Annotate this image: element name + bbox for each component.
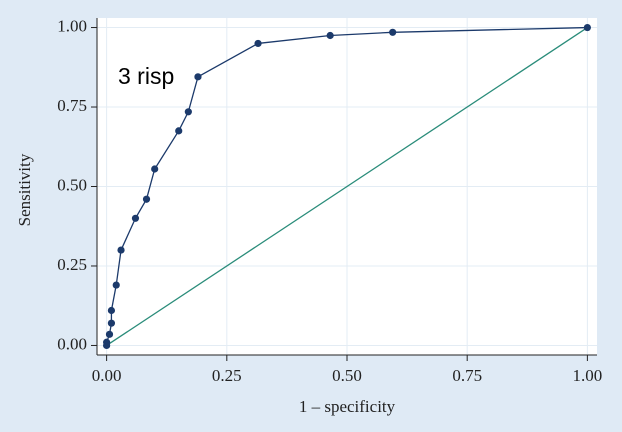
roc-point	[254, 39, 262, 48]
x-tick-label: 0.75	[452, 366, 482, 385]
roc-point	[194, 73, 202, 81]
x-tick-label: 0.25	[212, 366, 242, 385]
y-tick-label: 1.00	[57, 16, 87, 35]
annotation: 3 risp	[118, 63, 174, 89]
roc-point	[142, 195, 151, 203]
y-tick-label: 0.25	[57, 255, 87, 274]
roc-point	[103, 338, 111, 346]
roc-point	[326, 31, 334, 40]
roc-point	[117, 246, 125, 254]
roc-point	[131, 214, 140, 222]
x-tick-label: 0.50	[332, 366, 362, 385]
roc-point	[175, 127, 183, 135]
y-tick-label: 0.50	[57, 175, 87, 194]
roc-point	[107, 306, 116, 315]
reference-line	[106, 26, 588, 347]
roc-point	[151, 165, 159, 173]
roc-point	[184, 108, 192, 116]
roc-point	[107, 319, 116, 327]
roc-point	[105, 330, 114, 338]
x-tick-label: 0.00	[92, 366, 122, 385]
y-tick-label: 0.00	[57, 334, 87, 353]
y-axis-label: Sensitivity	[15, 153, 34, 226]
x-tick-label: 1.00	[573, 366, 603, 385]
x-axis-label: 1 – specificity	[299, 397, 396, 416]
roc-point	[389, 28, 397, 36]
roc-point	[583, 23, 591, 32]
y-tick-label: 0.75	[57, 96, 87, 115]
roc-point	[112, 281, 120, 289]
